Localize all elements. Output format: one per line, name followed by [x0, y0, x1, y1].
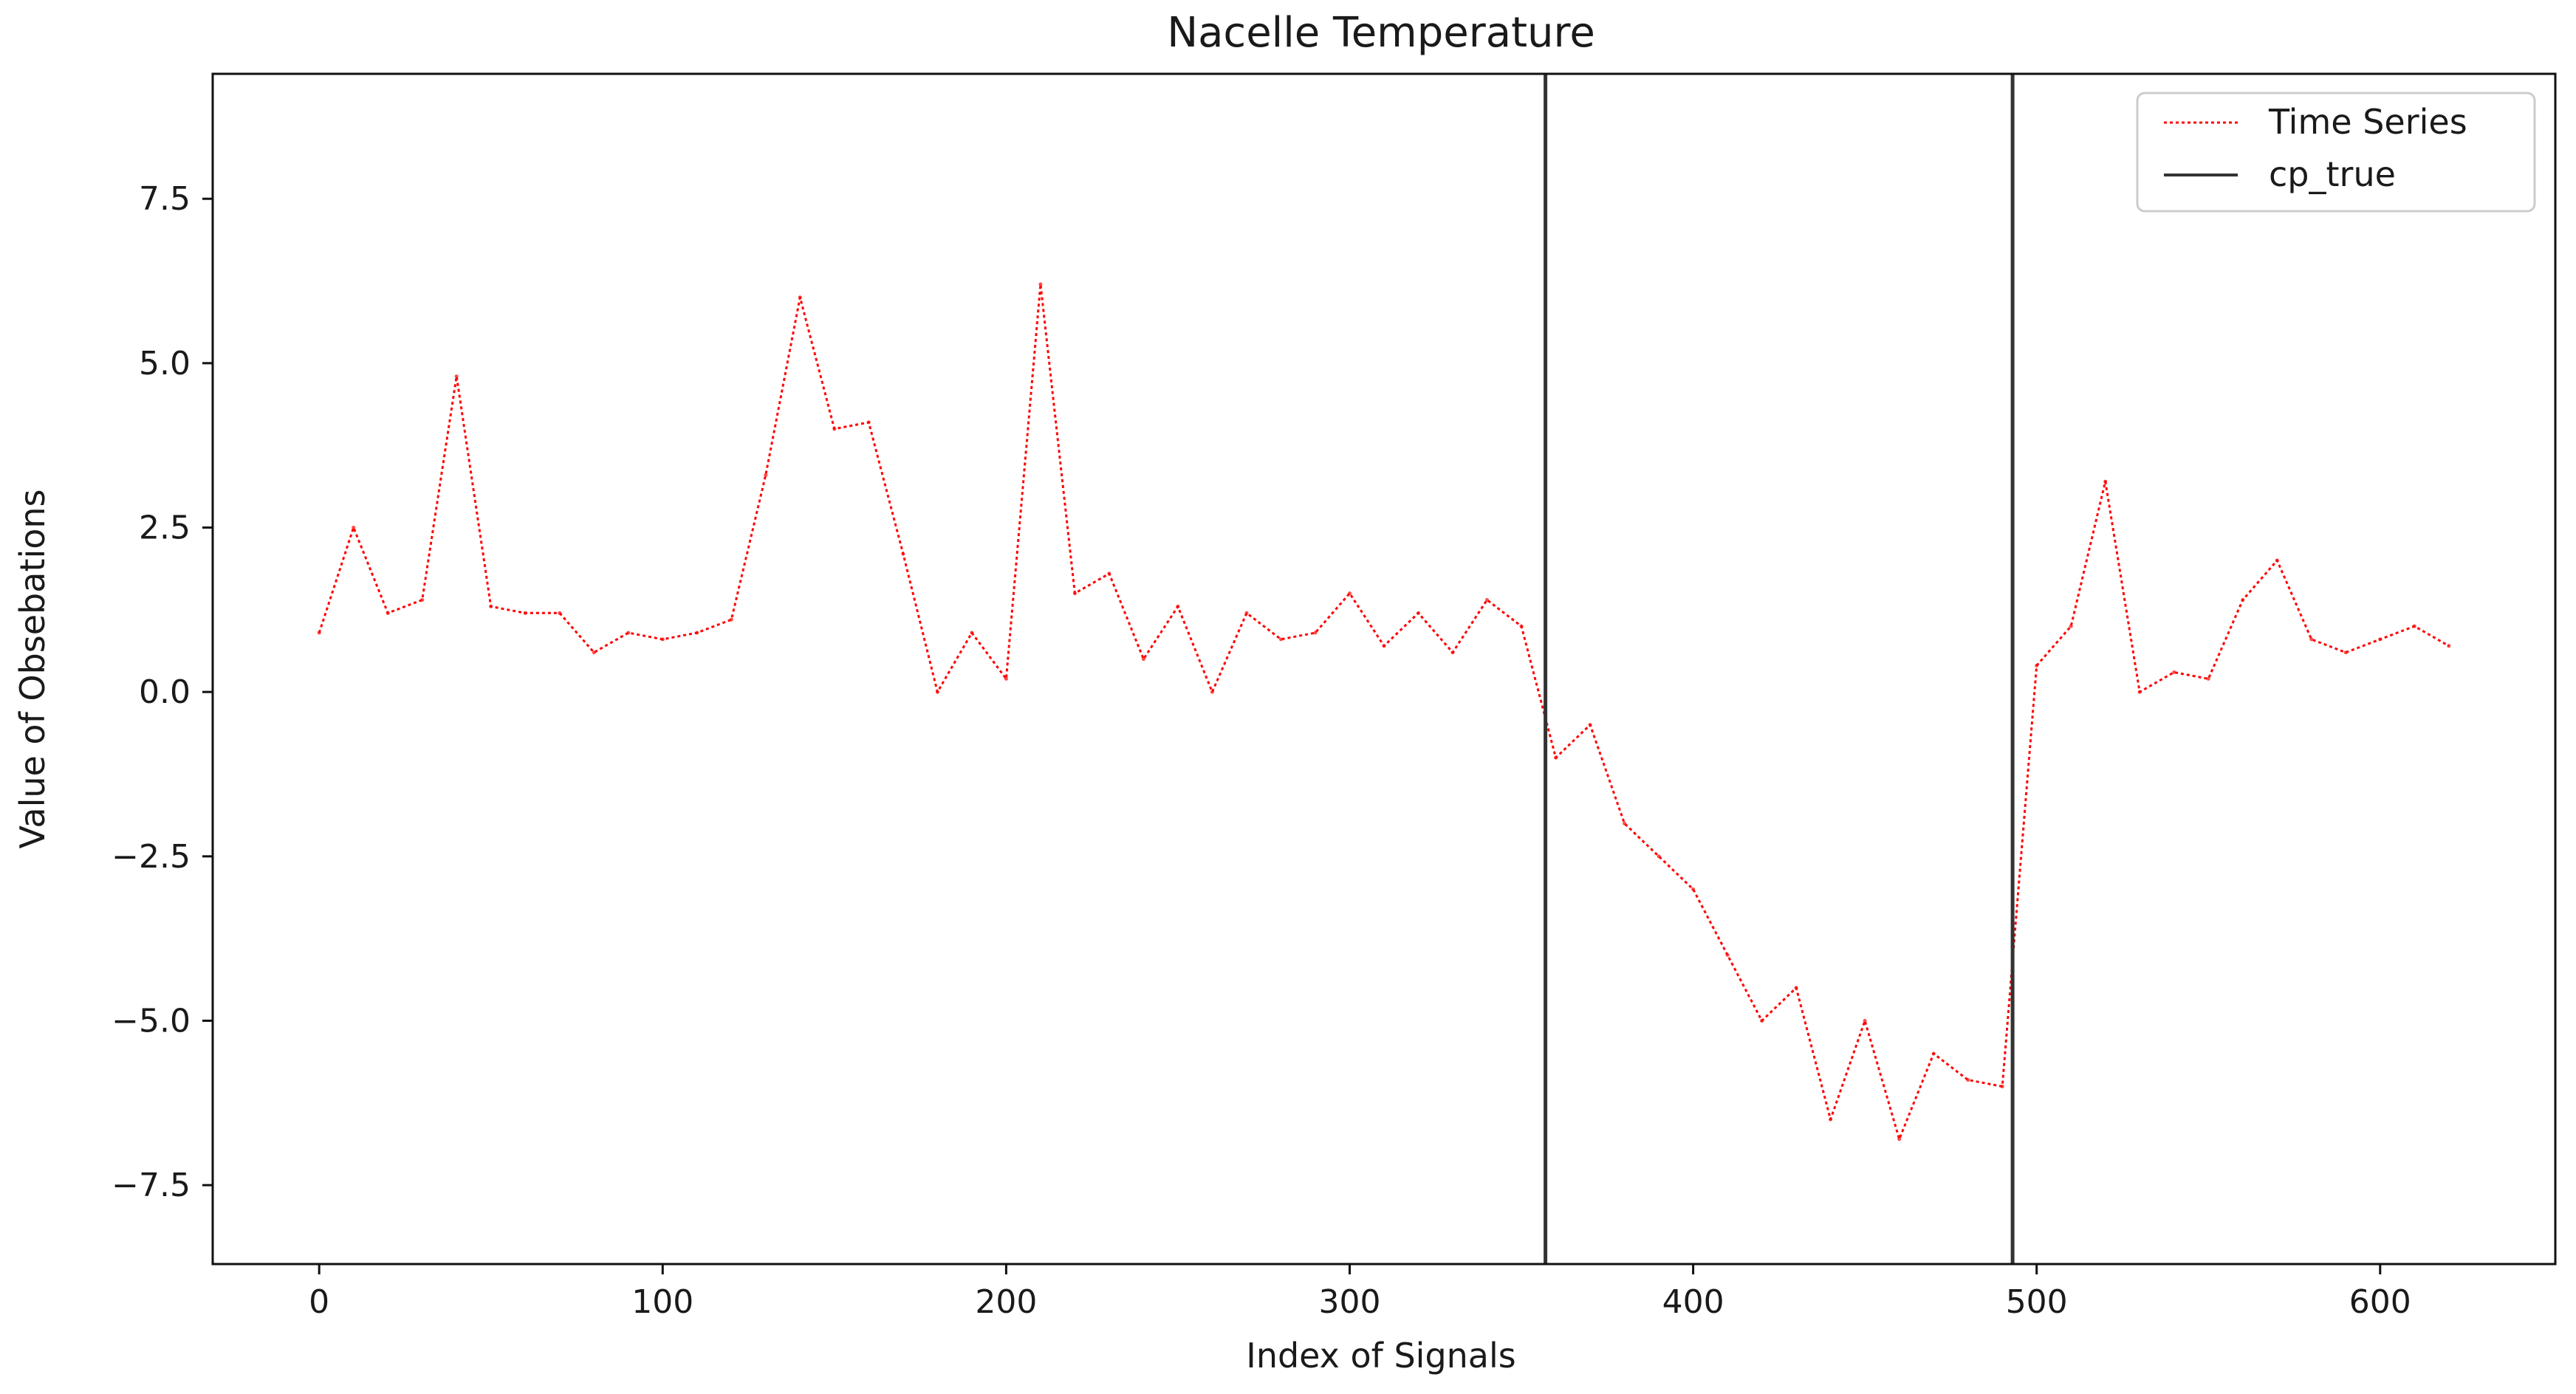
series-point: [1794, 986, 1798, 990]
series-point: [2275, 558, 2279, 563]
x-tick-label: 100: [631, 1283, 693, 1321]
series-point: [729, 617, 733, 622]
series-point: [454, 374, 459, 379]
series-point: [1176, 604, 1180, 608]
x-tick-label: 300: [1318, 1283, 1380, 1321]
series-point: [1863, 1019, 1867, 1023]
series-point: [1931, 1051, 1936, 1056]
series-point: [695, 631, 699, 635]
y-tick-label: 2.5: [139, 509, 191, 547]
series-point: [2000, 1085, 2004, 1088]
y-axis: 7.5 5.0 2.5 0.0 −2.5 −5.0 −7.5: [112, 180, 213, 1204]
series-point: [1038, 282, 1043, 286]
series-point: [1004, 676, 1008, 681]
series-point: [1348, 591, 1352, 596]
series-point: [1313, 631, 1318, 635]
series-point: [1141, 657, 1145, 662]
y-tick-label: −7.5: [112, 1167, 191, 1204]
x-axis: 0 100 200 300 400 500 600: [309, 1264, 2411, 1321]
series-point: [1279, 637, 1283, 642]
series-point: [1107, 571, 1111, 576]
x-tick-label: 600: [2349, 1283, 2411, 1321]
x-tick-label: 500: [2006, 1283, 2068, 1321]
y-tick-label: 7.5: [139, 180, 191, 218]
series-point: [1966, 1078, 1970, 1082]
series-point: [1519, 624, 1524, 628]
series-point: [592, 650, 596, 655]
series-point: [386, 611, 390, 615]
legend-label-cp-true: cp_true: [2269, 154, 2396, 194]
series-point: [1382, 644, 1386, 648]
series-point: [489, 604, 493, 608]
series-point: [2172, 670, 2176, 674]
series-point: [1760, 1019, 1764, 1023]
legend: Time Series cp_true: [2136, 92, 2536, 213]
y-axis-label: Value of Obsebations: [13, 489, 52, 848]
series-point: [2069, 624, 2073, 628]
chart-title: Nacelle Temperature: [1167, 9, 1595, 57]
series-point: [2241, 598, 2245, 602]
series-point: [2378, 637, 2383, 642]
series-point: [1072, 591, 1077, 596]
series-point: [970, 631, 974, 635]
series-point: [420, 598, 425, 602]
change-point-layer: [1544, 74, 2015, 1264]
legend-label-time-series: Time Series: [2268, 102, 2467, 142]
series-point: [798, 295, 802, 300]
series-point: [1623, 821, 1627, 825]
series-point: [2035, 664, 2039, 667]
series-point: [317, 631, 321, 635]
y-tick-label: 0.0: [139, 673, 191, 711]
plot-area-frame: [211, 72, 2557, 1266]
series-point: [2447, 644, 2451, 648]
series-point: [1897, 1137, 1902, 1141]
series-point: [523, 611, 527, 615]
y-tick-label: −5.0: [112, 1002, 191, 1040]
series-point: [866, 420, 871, 425]
series-layer: [317, 282, 2451, 1141]
series-point: [352, 526, 356, 529]
series-point: [1210, 690, 1214, 694]
series-point: [2137, 690, 2142, 694]
series-point: [1657, 854, 1661, 859]
series-point: [626, 631, 631, 635]
series-point: [1829, 1117, 1833, 1122]
series-point: [2412, 624, 2416, 628]
y-tick-label: 5.0: [139, 345, 191, 382]
series-point: [832, 427, 837, 431]
series-point: [935, 690, 939, 694]
series-point: [558, 611, 562, 615]
series-point: [1554, 755, 1558, 760]
x-tick-label: 400: [1662, 1283, 1724, 1321]
series-time-series: [318, 283, 2450, 1141]
series-point: [2343, 650, 2348, 655]
series-point: [1588, 723, 1592, 727]
series-point: [2103, 479, 2108, 484]
series-point: [2309, 637, 2314, 642]
series-point: [1485, 598, 1489, 602]
x-tick-label: 200: [975, 1283, 1037, 1321]
series-point: [1244, 611, 1249, 615]
series-point: [764, 473, 768, 477]
y-tick-label: −2.5: [112, 838, 191, 876]
series-point: [1691, 887, 1696, 891]
series-point: [660, 637, 665, 642]
x-tick-label: 0: [309, 1283, 329, 1321]
x-axis-label: Index of Signals: [1246, 1336, 1515, 1376]
series-point: [2206, 676, 2210, 681]
series-point: [1450, 650, 1455, 655]
series-point: [901, 552, 905, 556]
series-point: [1417, 611, 1420, 615]
series-point: [1725, 952, 1730, 957]
